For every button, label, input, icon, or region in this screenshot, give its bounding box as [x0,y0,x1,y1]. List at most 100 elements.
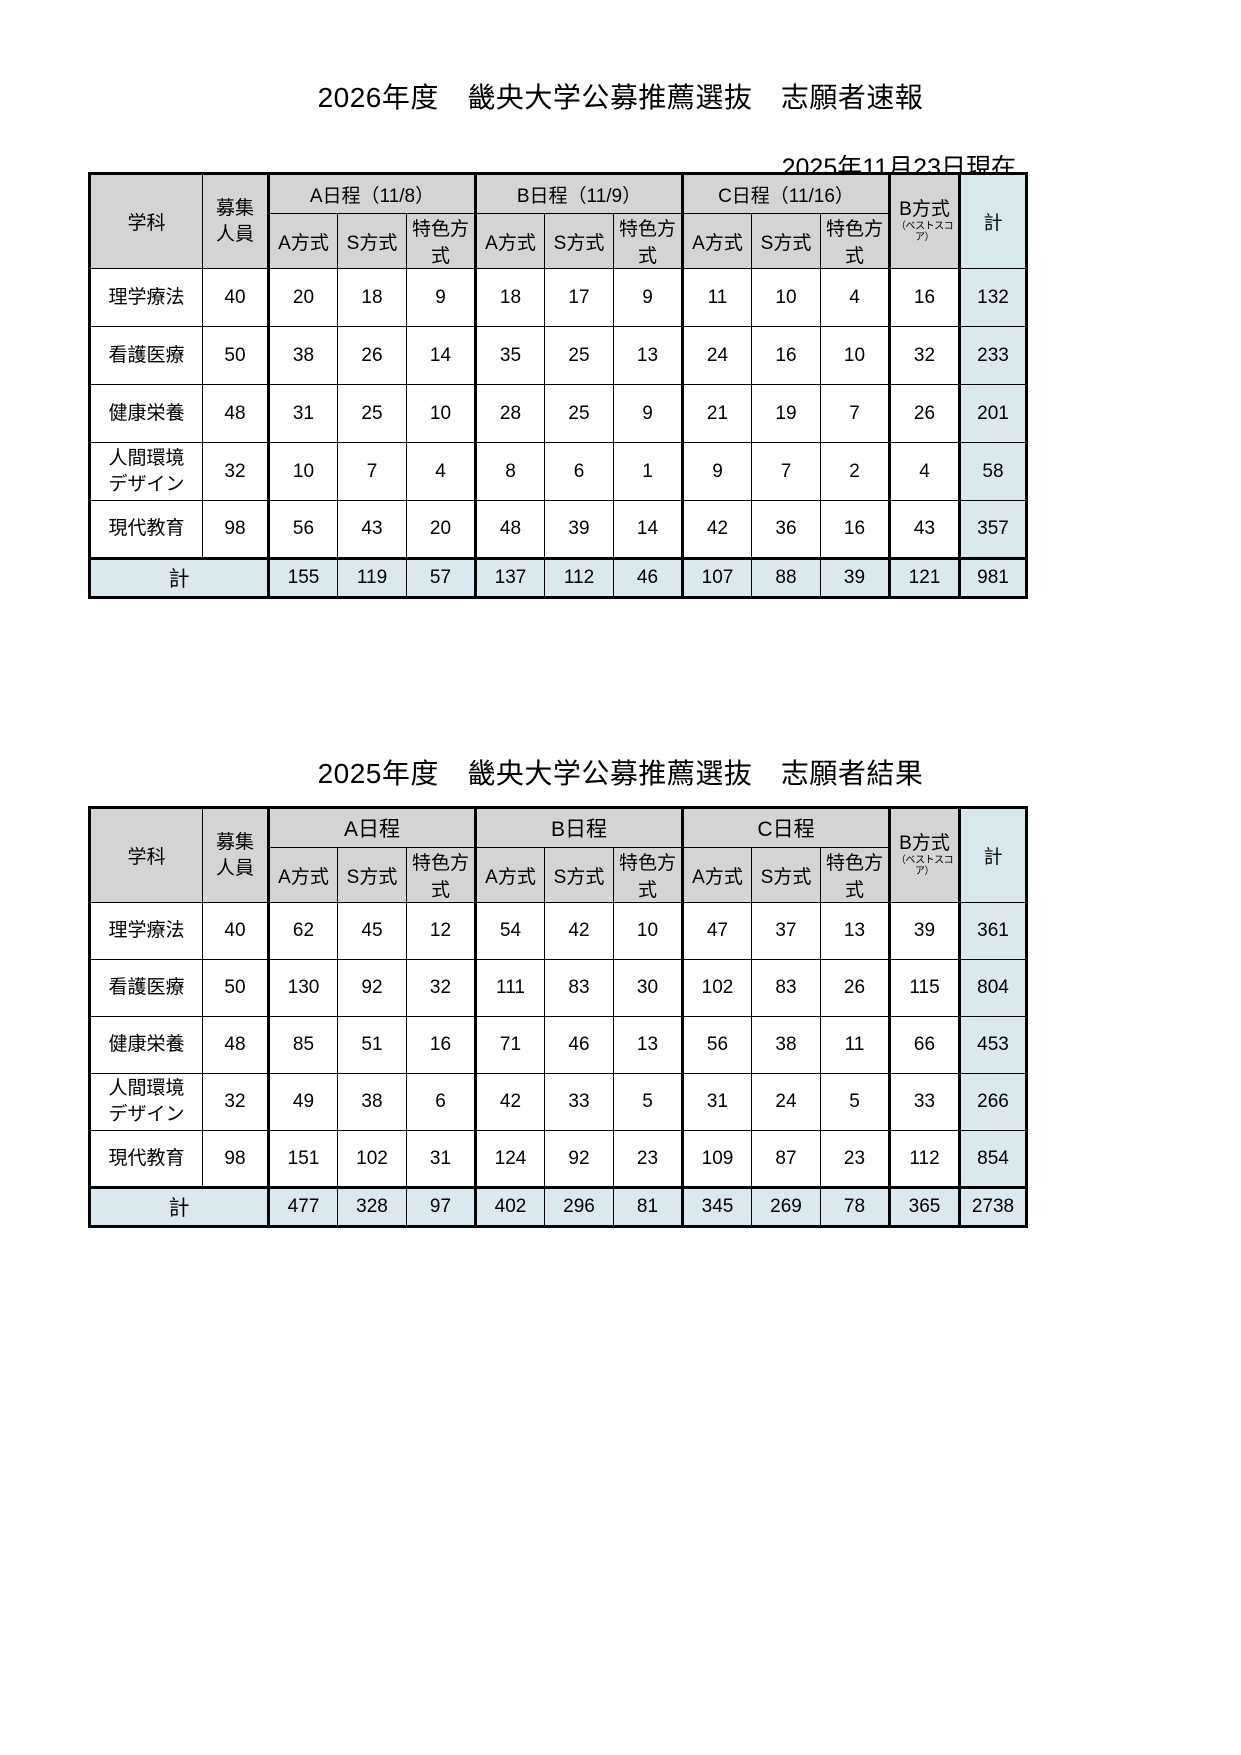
cell-value: 10 [613,902,683,960]
cell-value: 7 [337,442,407,501]
table-total-row: 計 477 328 97 402 296 81 345 269 78 365 2… [88,1186,1028,1228]
table-header-row-methods: A方式 S方式 特色方式 A方式 S方式 特色方式 A方式 S方式 特色方式 [90,213,1027,269]
cell-total-label: 計 [88,1186,269,1228]
th-dept: 学科 [88,806,203,903]
cell-quota: 48 [202,1016,269,1074]
table-row: 現代教育 98 151 102 31 124 92 23 109 87 23 1… [88,1130,1028,1188]
cell-row-total: 201 [958,384,1028,443]
cell-value-b: 39 [888,902,960,960]
cell-value-b: 32 [888,326,960,385]
cell-value: 25 [337,384,407,443]
th-c-method-a: A方式 [681,213,752,269]
cell-value: 19 [751,384,821,443]
cell-value: 9 [613,384,683,443]
th-c-method-t: 特色方式 [820,847,890,903]
cell-value: 17 [544,268,614,327]
th-b-method-a: A方式 [474,213,545,269]
cell-value: 45 [337,902,407,960]
cell-value: 14 [613,500,683,559]
cell-value: 4 [406,442,476,501]
cell-dept: 理学療法 [88,268,203,327]
cell-value: 33 [544,1073,614,1131]
cell-value: 21 [681,384,752,443]
cell-value: 11 [681,268,752,327]
cell-value-b: 26 [888,384,960,443]
cell-value: 7 [751,442,821,501]
cell-value: 38 [337,1073,407,1131]
cell-value: 46 [544,1016,614,1074]
cell-value: 13 [613,326,683,385]
cell-total-label: 計 [88,557,269,599]
th-a-method-s: S方式 [337,847,407,903]
th-c-method-a: A方式 [681,847,752,903]
cell-value: 10 [267,442,338,501]
table-row: 看護医療 50 130 92 32 111 83 30 102 83 26 11… [88,959,1028,1017]
table-total-row: 計 155 119 57 137 112 46 107 88 39 121 98… [88,557,1028,599]
cell-value: 2 [820,442,890,501]
cell-total-value: 137 [474,557,545,599]
table-applicants-2025: 学科 募集 人員 A日程 B日程 C日程 B方式 （ベストスコア） 計 A方式 [88,806,1028,1228]
cell-quota: 98 [202,500,269,559]
cell-value: 92 [337,959,407,1017]
th-group-c: C日程（11/16） [681,172,890,214]
cell-value: 151 [267,1130,338,1188]
cell-value: 16 [751,326,821,385]
cell-value: 111 [474,959,545,1017]
cell-row-total: 357 [958,500,1028,559]
cell-value: 35 [474,326,545,385]
th-a-method-a: A方式 [267,213,338,269]
cell-total-value: 119 [337,557,407,599]
cell-value: 24 [681,326,752,385]
th-total: 計 [958,806,1028,903]
cell-value: 30 [613,959,683,1017]
cell-value: 42 [681,500,752,559]
page-title-report-2025: 2025年度 畿央大学公募推薦選抜 志願者結果 [317,758,924,789]
cell-value-b: 66 [888,1016,960,1074]
th-quota-line1: 募集 [215,197,254,219]
cell-value-b: 112 [888,1130,960,1188]
cell-row-total: 453 [958,1016,1028,1074]
cell-dept: 看護医療 [88,326,203,385]
cell-dept: 現代教育 [88,500,203,559]
cell-total-value: 57 [406,557,476,599]
cell-dept-line1: 人間環境 [108,1078,185,1100]
cell-value: 5 [613,1073,683,1131]
cell-total-value: 112 [544,557,614,599]
cell-value: 20 [267,268,338,327]
cell-quota: 40 [202,268,269,327]
cell-value: 18 [337,268,407,327]
cell-value: 37 [751,902,821,960]
th-b-method-s: S方式 [544,213,614,269]
cell-value: 14 [406,326,476,385]
cell-total-value-b: 365 [888,1186,960,1228]
th-quota-line1: 募集 [215,831,254,853]
cell-quota: 50 [202,326,269,385]
cell-value: 38 [751,1016,821,1074]
cell-value: 6 [544,442,614,501]
cell-value: 42 [474,1073,545,1131]
cell-value: 62 [267,902,338,960]
cell-value: 10 [751,268,821,327]
cell-value: 47 [681,902,752,960]
cell-row-total: 361 [958,902,1028,960]
th-b-method-label: B方式 [899,832,950,854]
cell-value: 24 [751,1073,821,1131]
cell-value: 87 [751,1130,821,1188]
cell-dept: 人間環境 デザイン [88,442,203,501]
cell-value: 26 [337,326,407,385]
table-row: 現代教育 98 56 43 20 48 39 14 42 36 16 43 35… [88,500,1028,559]
th-quota: 募集 人員 [202,172,269,269]
cell-row-total: 854 [958,1130,1028,1188]
cell-value: 51 [337,1016,407,1074]
cell-total-value: 39 [820,557,890,599]
th-group-a: A日程 [267,806,476,848]
cell-value: 32 [406,959,476,1017]
cell-value: 8 [474,442,545,501]
th-c-method-s: S方式 [751,847,821,903]
cell-value: 39 [544,500,614,559]
table-row: 健康栄養 48 31 25 10 28 25 9 21 19 7 26 201 [88,384,1028,443]
th-b-method-note: （ベストスコア） [895,855,954,878]
th-b-method: B方式 （ベストスコア） [888,172,960,269]
cell-value: 49 [267,1073,338,1131]
